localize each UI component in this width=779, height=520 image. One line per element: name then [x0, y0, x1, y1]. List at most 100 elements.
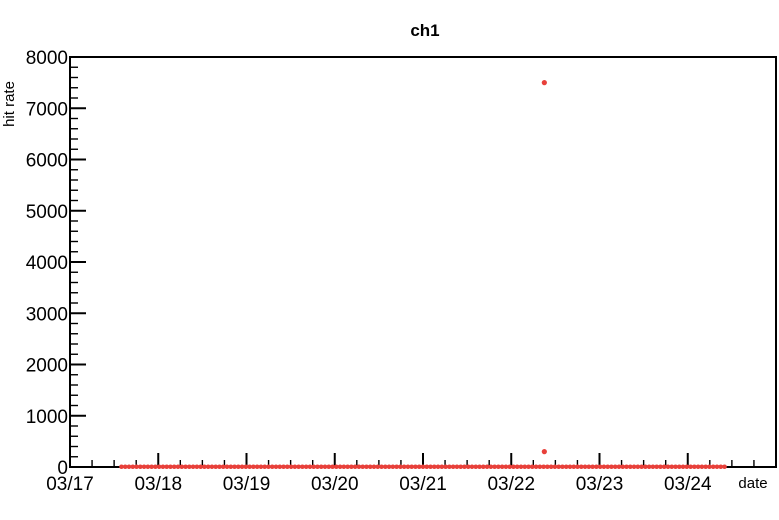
data-point — [699, 464, 705, 470]
data-point — [665, 464, 671, 470]
data-point — [710, 464, 716, 470]
data-point — [496, 464, 501, 470]
data-point — [277, 464, 283, 470]
data-point — [126, 464, 132, 470]
data-point — [428, 464, 433, 470]
data-point — [179, 464, 185, 470]
x-tick-label: 03/17 — [46, 474, 94, 495]
data-point — [258, 464, 264, 470]
data-point — [209, 464, 215, 470]
data-point — [198, 464, 203, 470]
data-point — [220, 464, 226, 470]
data-point — [307, 464, 313, 470]
data-point — [477, 464, 482, 470]
y-tick-label: 6000 — [26, 151, 68, 172]
data-point — [443, 464, 448, 470]
data-point — [465, 464, 471, 470]
data-point — [612, 464, 618, 470]
data-point — [537, 464, 543, 470]
data-point — [232, 464, 237, 470]
data-point — [669, 464, 675, 470]
data-point — [383, 464, 388, 470]
x-tick-label: 03/23 — [576, 474, 624, 495]
data-point — [590, 464, 595, 470]
x-tick-label: 03/22 — [487, 474, 535, 495]
data-point — [541, 464, 546, 470]
data-point — [578, 464, 584, 470]
data-point — [492, 464, 497, 470]
data-point — [254, 464, 260, 470]
y-tick-label: 0 — [57, 458, 68, 479]
data-point — [514, 464, 520, 470]
data-point — [556, 464, 561, 470]
data-point — [420, 464, 426, 470]
data-point — [171, 464, 177, 470]
data-point — [367, 464, 373, 470]
data-point — [447, 464, 452, 470]
data-point — [707, 464, 712, 470]
data-point — [375, 464, 381, 470]
y-tick-label: 8000 — [26, 48, 68, 69]
data-point — [635, 464, 641, 470]
data-point — [228, 464, 234, 470]
data-point — [296, 464, 301, 470]
data-point — [194, 464, 200, 470]
data-point — [273, 464, 279, 470]
data-point — [432, 464, 437, 470]
data-point — [251, 464, 256, 470]
data-point — [722, 464, 727, 470]
data-point — [658, 464, 663, 470]
data-point — [405, 464, 411, 470]
data-point — [202, 464, 207, 470]
data-point — [394, 464, 399, 470]
data-point — [567, 464, 573, 470]
data-point — [334, 464, 339, 470]
data-point — [183, 464, 188, 470]
data-point — [582, 464, 588, 470]
data-point — [138, 464, 143, 470]
data-point — [488, 464, 494, 470]
data-point — [450, 464, 456, 470]
data-point — [213, 464, 219, 470]
data-point — [676, 464, 682, 470]
data-point — [322, 464, 328, 470]
data-point — [386, 464, 392, 470]
data-point — [703, 464, 708, 470]
x-tick-label: 03/24 — [664, 474, 712, 495]
data-point — [545, 464, 550, 470]
data-point — [435, 464, 441, 470]
data-point — [469, 464, 475, 470]
x-axis-label: date — [738, 475, 767, 492]
data-point — [560, 464, 565, 470]
data-point — [530, 464, 535, 470]
y-axis: 0 1000 2000 3000 4000 5000 6000 7000 8000 — [26, 48, 86, 479]
x-axis: 03/17 03/18 03/19 03/20 03/21 03/22 03/23 03/24 — [46, 453, 755, 495]
data-point — [281, 464, 286, 470]
data-point — [616, 464, 622, 470]
data-points — [119, 80, 727, 470]
data-point — [624, 464, 629, 470]
data-point — [503, 464, 509, 470]
data-point — [330, 464, 335, 470]
y-tick-label: 5000 — [26, 202, 68, 223]
data-point — [315, 464, 320, 470]
data-point — [680, 464, 686, 470]
data-point — [398, 464, 403, 470]
data-point — [175, 464, 181, 470]
data-point — [601, 464, 607, 470]
data-point — [269, 464, 275, 470]
y-tick-label: 7000 — [26, 99, 68, 120]
data-point — [122, 464, 128, 470]
data-point — [352, 464, 358, 470]
data-point — [145, 464, 151, 470]
data-point — [141, 464, 147, 470]
data-point — [692, 464, 697, 470]
data-point — [650, 464, 656, 470]
x-tick-label: 03/18 — [134, 474, 182, 495]
data-point — [288, 464, 294, 470]
data-point — [292, 464, 298, 470]
data-point — [156, 464, 162, 470]
data-point — [345, 464, 350, 470]
